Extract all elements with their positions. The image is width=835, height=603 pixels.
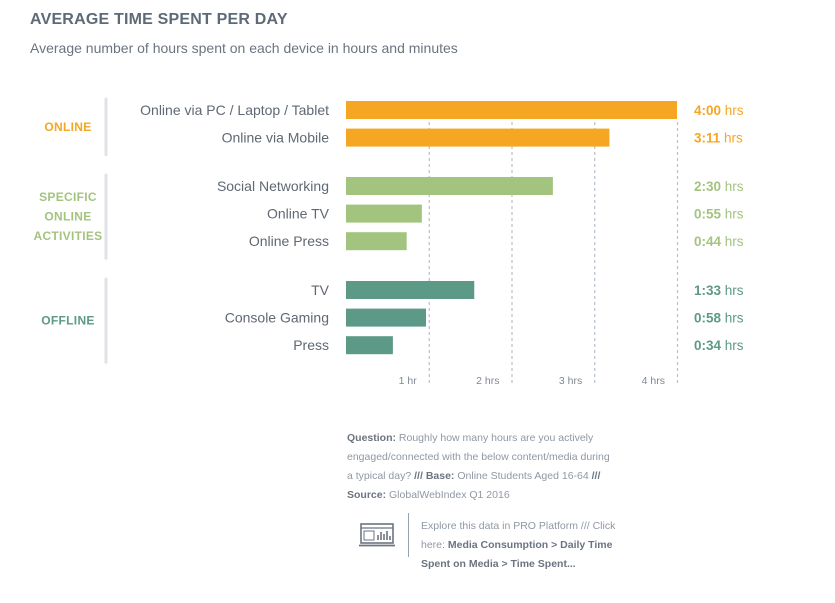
explore-link-part-1[interactable]: Media Consumption > Daily Time <box>447 539 613 551</box>
category-label: Online Press <box>249 233 329 249</box>
chart-footnote: Question: Roughly how many hours are you… <box>347 429 647 505</box>
group-label: OFFLINE <box>41 314 94 328</box>
value-number: 4:00 <box>694 103 721 118</box>
bar <box>346 281 475 299</box>
value-label: 2:30 hrs <box>694 179 744 194</box>
source-text: GlobalWebIndex Q1 2016 <box>389 489 510 501</box>
explore-line-1: Explore this data in PRO Platform /// Cl… <box>421 520 616 532</box>
category-label: Press <box>293 337 329 353</box>
group-label: ACTIVITIES <box>33 229 102 243</box>
bar-chart: 1 hr 2 hrs 3 hrs 4 hrs ONLINE Online via PC /… <box>33 97 744 387</box>
chart-title: AVERAGE TIME SPENT PER DAY <box>30 11 288 28</box>
value-unit: hrs <box>720 131 743 146</box>
explore-line-2-prefix: here: <box>421 539 445 551</box>
bar <box>346 128 610 147</box>
value-unit: hrs <box>721 207 744 222</box>
separator-2: /// <box>591 470 601 482</box>
value-number: 2:30 <box>694 179 721 194</box>
chart-subtitle: Average number of hours spent on each de… <box>30 40 458 56</box>
value-number: 3:11 <box>694 131 721 146</box>
value-number: 0:58 <box>694 311 722 326</box>
category-label: Online via PC / Laptop / Tablet <box>140 102 329 118</box>
value-label: 0:44 hrs <box>694 234 744 249</box>
value-label: 0:58 hrs <box>694 311 744 326</box>
value-unit: hrs <box>721 338 744 353</box>
value-label: 0:34 hrs <box>694 338 744 353</box>
group-label: ONLINE <box>44 210 91 224</box>
group-label: ONLINE <box>44 120 91 134</box>
base-text: Online Students Aged 16-64 <box>457 470 589 482</box>
value-number: 0:55 <box>694 207 722 222</box>
base-label: Base: <box>425 470 455 482</box>
bar <box>346 204 422 223</box>
value-number: 0:44 <box>694 234 722 249</box>
question-text-1: Roughly how many hours are you actively <box>398 432 594 444</box>
explore-divider <box>408 513 409 557</box>
explore-text: Explore this data in PRO Platform /// Cl… <box>421 517 646 574</box>
bar <box>346 232 407 251</box>
separator-1: /// <box>414 470 423 482</box>
value-unit: hrs <box>721 283 744 298</box>
x-tick-label: 2 hrs <box>476 375 499 387</box>
question-label: Question: <box>347 432 396 444</box>
value-number: 0:34 <box>694 338 722 353</box>
category-label: Online TV <box>267 206 330 222</box>
explore-pro-platform: Explore this data in PRO Platform /// Cl… <box>347 513 647 579</box>
question-text-3: a typical day? <box>347 470 412 482</box>
value-unit: hrs <box>721 179 744 194</box>
category-label: Console Gaming <box>225 310 329 326</box>
value-number: 1:33 <box>694 283 722 298</box>
category-label: TV <box>311 282 330 298</box>
bar <box>346 308 426 327</box>
value-unit: hrs <box>721 234 744 249</box>
value-unit: hrs <box>721 311 744 326</box>
category-label: Social Networking <box>217 178 329 194</box>
category-label: Online via Mobile <box>222 130 330 146</box>
question-text-2: engaged/connected with the below content… <box>347 451 610 463</box>
value-label: 3:11 hrs <box>694 131 743 146</box>
bar <box>346 177 553 195</box>
value-unit: hrs <box>721 103 744 118</box>
dashboard-monitor-icon <box>359 523 395 547</box>
value-label: 1:33 hrs <box>694 283 744 298</box>
bar <box>346 101 677 119</box>
x-tick-label: 1 hr <box>399 375 418 387</box>
group-label: SPECIFIC <box>39 190 97 204</box>
explore-link-part-2[interactable]: Spent on Media > Time Spent... <box>421 558 576 570</box>
value-label: 4:00 hrs <box>694 103 744 118</box>
source-label: Source: <box>347 489 387 501</box>
bar <box>346 336 393 355</box>
x-tick-label: 4 hrs <box>642 375 665 387</box>
x-tick-label: 3 hrs <box>559 375 582 387</box>
value-label: 0:55 hrs <box>694 207 744 222</box>
